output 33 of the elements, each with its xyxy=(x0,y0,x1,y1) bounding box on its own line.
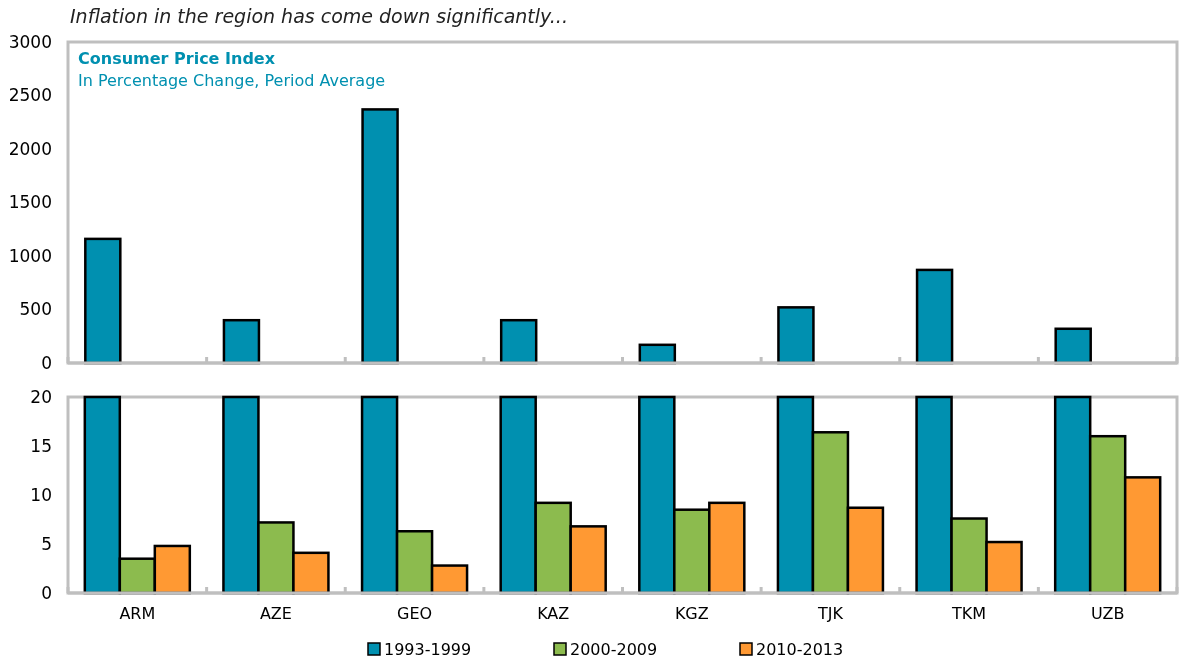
y-tick-label: 500 xyxy=(19,299,52,320)
bar xyxy=(915,268,954,365)
y-tick-label: 1000 xyxy=(8,245,52,266)
bar xyxy=(222,318,261,365)
y-tick-label: 15 xyxy=(30,435,52,456)
text: Consumer Price Index xyxy=(78,49,276,68)
x-tick-label: GEO xyxy=(397,604,433,623)
x-tick-label: TJK xyxy=(816,604,844,623)
bar xyxy=(361,108,399,365)
y-tick-label: 0 xyxy=(41,582,52,603)
y-tick-label: 2000 xyxy=(8,138,52,159)
x-tick-label: TKM xyxy=(951,604,987,623)
y-tick-label: 10 xyxy=(30,484,52,505)
legend-label: 1993-1999 xyxy=(384,640,472,659)
chart-title: Inflation in the region has come down significantly... xyxy=(70,5,568,27)
x-tick-label: KAZ xyxy=(537,604,570,623)
bar xyxy=(499,318,538,365)
x-tick-label: KGZ xyxy=(674,604,709,623)
legend-label: 2000-2009 xyxy=(570,640,658,659)
y-tick-label: 2500 xyxy=(8,85,52,106)
annotation: In Percentage Change, Period Average xyxy=(78,71,386,90)
bar xyxy=(777,306,815,365)
y-tick-label: 1500 xyxy=(8,192,52,213)
y-tick-label: 0 xyxy=(41,352,52,373)
x-tick-label: AZE xyxy=(259,604,292,623)
legend-label: 2010-2013 xyxy=(756,640,844,659)
y-tick-label: 20 xyxy=(30,386,52,407)
y-tick-label: 5 xyxy=(41,533,52,554)
bar xyxy=(1054,327,1092,365)
x-tick-label: UZB xyxy=(1091,604,1125,623)
x-tick-label: ARM xyxy=(119,604,156,623)
bar xyxy=(84,237,122,365)
y-tick-label: 3000 xyxy=(8,31,52,52)
